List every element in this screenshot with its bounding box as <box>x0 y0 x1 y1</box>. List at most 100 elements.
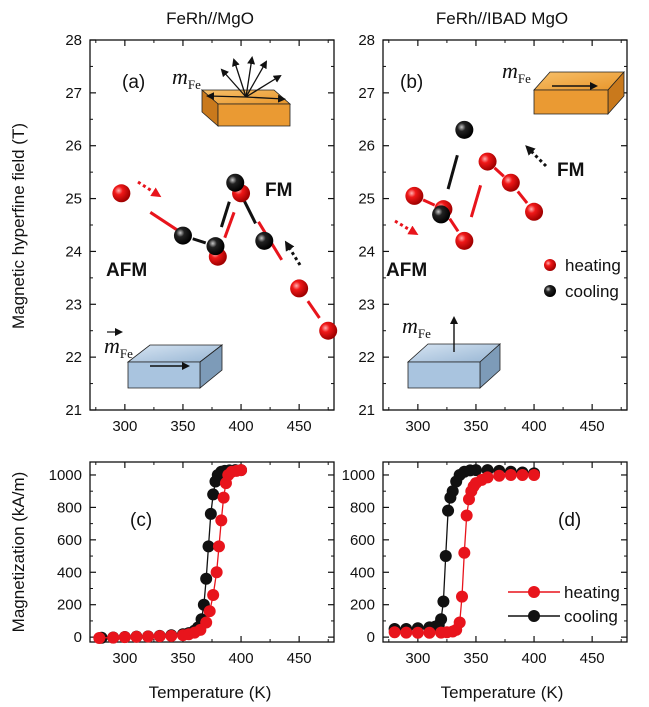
y-tick-label: 25 <box>65 191 82 208</box>
heating-point <box>525 202 544 221</box>
heating-point <box>210 566 223 579</box>
heating-point <box>207 588 220 601</box>
y-tick-label: 0 <box>74 629 82 646</box>
x-tick-label: 450 <box>287 418 312 435</box>
legend-cooling-label: cooling <box>565 282 619 301</box>
heating-point <box>153 630 166 643</box>
y-tick-label: 600 <box>350 532 375 549</box>
heating-point <box>388 626 401 639</box>
x-tick-label: 300 <box>405 650 430 667</box>
cooling-point <box>226 173 245 192</box>
heating-point <box>455 231 474 250</box>
series-connector-cooling <box>446 154 459 190</box>
panel-a-m-vec-label: mFe <box>104 333 133 361</box>
x-tick-label: 300 <box>112 650 137 667</box>
panel-d-legend: heating cooling <box>508 583 620 626</box>
cooling-point <box>200 572 213 585</box>
xlabel-right: Temperature (K) <box>441 683 564 702</box>
legend-cooling-marker <box>544 285 556 297</box>
heating-point <box>458 546 471 559</box>
heating-point <box>93 631 106 644</box>
series-connector-heating <box>422 198 436 207</box>
panel-d-letter: (d) <box>558 510 581 531</box>
cooling-point <box>204 507 217 520</box>
y-tick-label: 0 <box>367 629 375 646</box>
heating-point <box>165 629 178 642</box>
panel-a-m-label: mFe <box>172 64 201 92</box>
heating-point <box>481 471 494 484</box>
x-tick-label: 450 <box>580 650 605 667</box>
x-tick-label: 300 <box>112 418 137 435</box>
panel-a-letter: (a) <box>122 72 145 93</box>
heating-point <box>478 152 497 171</box>
heating-point <box>112 184 131 203</box>
heating-point <box>212 540 225 553</box>
legend-cooling-label: cooling <box>564 607 618 626</box>
legend-heating-label: heating <box>564 583 620 602</box>
panel-b-m-label: mFe <box>502 58 531 86</box>
cooling-direction-arrow <box>284 240 302 266</box>
y-tick-label: 22 <box>358 349 375 366</box>
heating-point <box>456 590 469 603</box>
y-tick-label: 800 <box>57 499 82 516</box>
ylabel-top: Magnetic hyperfine field (T) <box>9 123 28 329</box>
x-tick-label: 300 <box>405 418 430 435</box>
x-tick-label: 350 <box>463 650 488 667</box>
y-tick-label: 200 <box>57 597 82 614</box>
y-tick-label: 1000 <box>342 467 375 484</box>
panel-a-fm-label: FM <box>265 180 292 201</box>
heating-point <box>200 616 213 629</box>
cooling-point <box>173 226 192 245</box>
cooling-point <box>442 504 455 517</box>
ylabel-bottom: Magnetization (kA/m) <box>9 472 28 633</box>
cooling-point <box>432 205 451 224</box>
column-title-left: FeRh//MgO <box>166 9 254 28</box>
series-connector-heating <box>306 300 321 319</box>
panel-b-fm-label: FM <box>557 160 584 181</box>
cooling-point <box>450 475 463 488</box>
heating-point <box>423 626 436 639</box>
cooling-point <box>209 475 222 488</box>
series-connector-heating <box>448 217 460 233</box>
panel-b-m-label-bottom: mFe <box>402 313 431 341</box>
y-tick-label: 24 <box>358 243 375 260</box>
y-tick-label: 25 <box>358 191 375 208</box>
blue-slab-out-of-plane-moment <box>406 316 502 389</box>
panel-c-letter: (c) <box>130 510 152 531</box>
panel-d-magnetization-ibad: 300 350 400 450 0 200 400 600 800 1000 <box>342 461 628 667</box>
x-tick-label: 450 <box>287 650 312 667</box>
cooling-point <box>255 231 274 250</box>
y-tick-label: 23 <box>358 296 375 313</box>
legend-cooling-marker <box>528 610 540 622</box>
legend-heating-marker <box>544 259 556 271</box>
heating-point <box>130 630 143 643</box>
series-connector-heating <box>469 184 483 218</box>
heating-point <box>290 279 309 298</box>
y-tick-label: 23 <box>65 296 82 313</box>
heating-direction-arrow <box>137 180 162 198</box>
y-tick-label: 1000 <box>49 467 82 484</box>
x-tick-label: 450 <box>580 418 605 435</box>
x-tick-label: 350 <box>463 418 488 435</box>
y-tick-label: 200 <box>350 597 375 614</box>
heating-point <box>319 321 338 340</box>
y-tick-label: 21 <box>65 402 82 419</box>
heating-point <box>493 469 506 482</box>
heating-point <box>203 605 216 618</box>
panel-a-hyperfine-mgo: 300 350 400 450 21 22 23 24 25 26 27 28 <box>65 32 338 435</box>
heating-point <box>453 616 466 629</box>
y-tick-label: 800 <box>350 499 375 516</box>
panel-b-hyperfine-ibad: 300 350 400 450 21 22 23 24 25 26 27 28 <box>358 32 628 435</box>
y-tick-label: 21 <box>358 402 375 419</box>
heating-point <box>411 626 424 639</box>
heating-point <box>107 631 120 644</box>
cooling-point <box>455 120 474 139</box>
series-connector-heating <box>493 166 505 178</box>
heating-direction-arrow <box>394 219 419 236</box>
y-tick-label: 28 <box>358 32 375 49</box>
heating-point <box>504 468 517 481</box>
heating-point <box>516 468 529 481</box>
heating-point <box>118 631 131 644</box>
y-tick-label: 27 <box>358 85 375 102</box>
